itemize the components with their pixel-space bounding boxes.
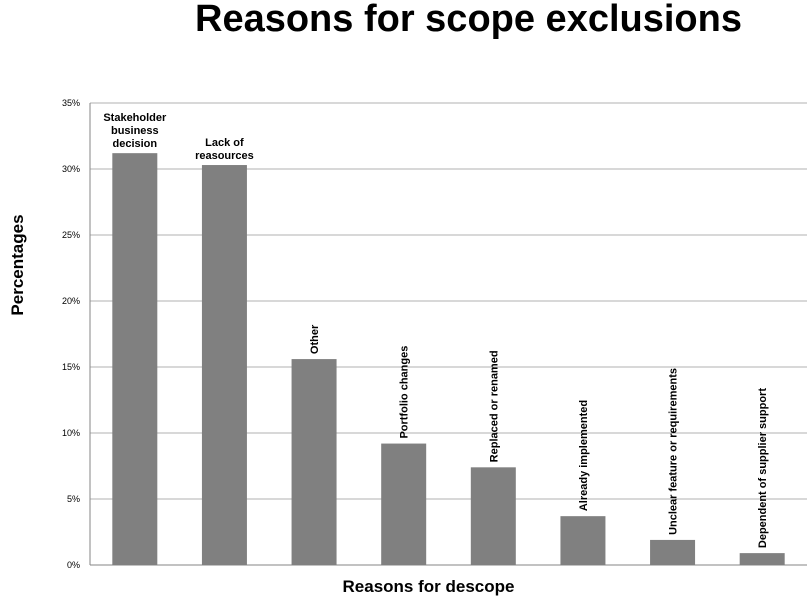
bar xyxy=(381,443,427,565)
bar-label: Dependent of supplier support xyxy=(757,388,769,548)
bar xyxy=(112,153,158,565)
bar xyxy=(201,165,247,566)
y-tick-label: 35% xyxy=(62,98,80,108)
y-tick-label: 5% xyxy=(67,494,80,504)
bar-label: Stakeholder business decision xyxy=(103,112,167,150)
y-tick-label: 20% xyxy=(62,296,80,306)
x-axis-label: Reasons for descope xyxy=(342,577,515,596)
bar xyxy=(470,467,516,565)
bar xyxy=(650,539,696,565)
bar xyxy=(560,516,606,565)
bar-label: Unclear feature or requirements xyxy=(668,368,680,535)
y-tick-label: 0% xyxy=(67,560,80,570)
bar-label: Already implemented xyxy=(578,400,590,511)
y-tick-label: 25% xyxy=(62,230,80,240)
bar xyxy=(291,359,337,565)
y-tick-label: 15% xyxy=(62,362,80,372)
y-tick-label: 30% xyxy=(62,164,80,174)
bar-label: Lack of reasources xyxy=(195,137,254,162)
bar-label: Other xyxy=(309,324,321,354)
chart-title: Reasons for scope exclusions xyxy=(195,0,742,40)
bar xyxy=(739,553,785,565)
bar-label: Portfolio changes xyxy=(399,346,411,439)
bar-label: Replaced or renamed xyxy=(488,350,500,462)
y-tick-label: 10% xyxy=(62,428,80,438)
